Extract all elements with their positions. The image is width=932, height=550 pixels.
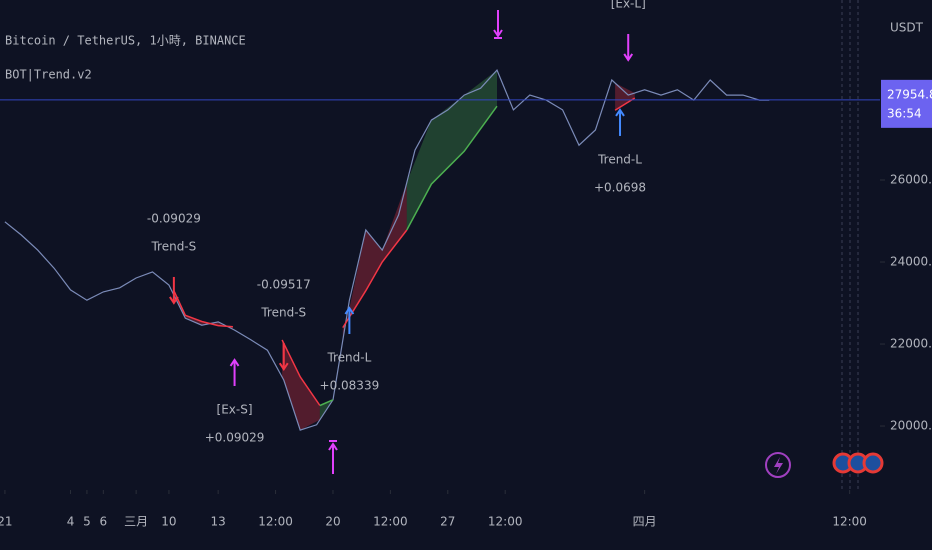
- signal-label: -0.09029: [147, 211, 201, 225]
- x-tick-label: 四月: [633, 515, 657, 529]
- arrow-head: [344, 306, 355, 315]
- signal-arrow: [623, 33, 634, 62]
- signal-label: [Ex-S]: [217, 402, 253, 416]
- x-tick-label: 13: [211, 515, 226, 529]
- countdown: 36:54: [887, 106, 922, 120]
- signal-label: Trend-L: [326, 350, 371, 364]
- trend-fill: [282, 339, 320, 431]
- x-tick-label: 6: [100, 515, 108, 529]
- y-tick-label: 24000.00: [890, 255, 932, 269]
- price-line: [4, 68, 770, 431]
- y-tick-label: 26000.00: [890, 173, 932, 187]
- y-tick-label: 20000.00: [890, 419, 932, 433]
- signal-label: Trend-L: [597, 152, 642, 166]
- y-tick-label: 22000.00: [890, 337, 932, 351]
- trend-fill: [406, 70, 497, 231]
- x-tick-label: 12:00: [488, 515, 523, 529]
- arrow-head: [169, 296, 179, 305]
- signal-label: Trend-S: [260, 306, 306, 320]
- x-tick-label: 27: [440, 515, 455, 529]
- signal-label: +0.0698: [594, 180, 646, 194]
- signal-label: +0.09029: [205, 430, 265, 444]
- x-tick-label: 21: [0, 515, 13, 529]
- trend-fill: [615, 82, 635, 111]
- y-axis-title: USDT: [890, 21, 924, 35]
- arrow-head: [615, 108, 625, 117]
- signal-arrow: [278, 343, 289, 371]
- signal-arrow: [229, 358, 240, 386]
- signal-label: Trend-S: [150, 239, 196, 253]
- x-tick-label: 4: [67, 515, 75, 529]
- arrow-head: [623, 53, 634, 62]
- x-tick-label: 20: [325, 515, 340, 529]
- trend-line: [342, 229, 408, 328]
- x-tick-label: 三月: [124, 515, 148, 529]
- trend-line: [281, 339, 321, 406]
- arrow-head: [278, 362, 289, 371]
- x-tick-label: 12:00: [373, 515, 408, 529]
- x-tick-label: 5: [83, 515, 91, 529]
- trend-line: [406, 105, 498, 231]
- x-tick-label: 10: [161, 515, 176, 529]
- signal-label: +0.08339: [320, 378, 380, 392]
- x-tick-label: 12:00: [258, 515, 293, 529]
- signal-arrow: [169, 276, 179, 305]
- last-price-label: 27954.82: [887, 87, 932, 101]
- arrow-head: [229, 358, 240, 367]
- signal-arrow: [615, 108, 625, 136]
- trend-line: [173, 290, 233, 328]
- x-tick-label: 12:00: [832, 515, 867, 529]
- trend-line: [319, 399, 334, 407]
- signal-arrow: [344, 306, 355, 334]
- event-icons: [765, 452, 884, 478]
- signal-label: [Ex-L]: [611, 0, 646, 10]
- plot-area: [4, 68, 770, 431]
- exit-marker: [328, 10, 503, 474]
- indicator-name: BOT|Trend.v2: [5, 68, 92, 82]
- price-tag: [881, 79, 932, 128]
- chart-title: Bitcoin / TetherUS, 1小時, BINANCE: [5, 34, 246, 48]
- signal-label: -0.09517: [257, 278, 311, 292]
